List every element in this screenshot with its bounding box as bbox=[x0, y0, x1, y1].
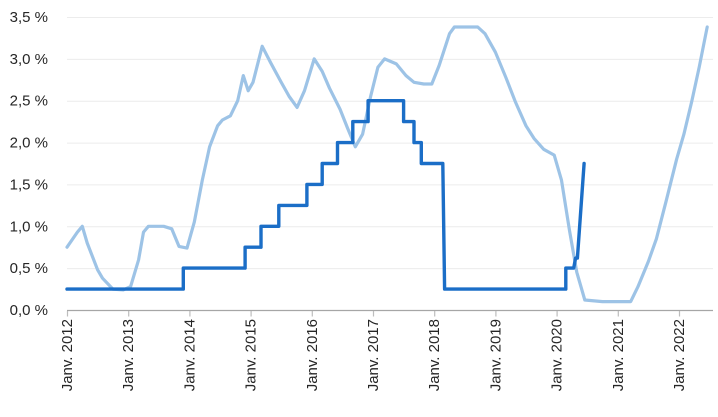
x-axis-tick-label: Janv. 2014 bbox=[181, 319, 198, 391]
x-axis-tick-label: Janv. 2022 bbox=[671, 319, 688, 391]
x-axis-tick-label: Janv. 2019 bbox=[487, 319, 504, 391]
x-axis-tick-label: Janv. 2020 bbox=[549, 319, 566, 391]
light-blue-rate-line bbox=[65, 25, 709, 304]
dark-blue-stepped-rate-line bbox=[65, 99, 586, 291]
y-axis-tick-label: 0,0 % bbox=[10, 302, 48, 319]
x-axis-tick-label: Janv. 2012 bbox=[59, 319, 76, 391]
y-axis-tick-label: 1,0 % bbox=[10, 218, 48, 235]
x-axis-tick-label: Janv. 2015 bbox=[243, 319, 260, 391]
x-axis-tick-label: Janv. 2021 bbox=[610, 319, 627, 391]
y-axis-tick-label: 2,0 % bbox=[10, 135, 48, 152]
y-axis-tick-label: 1,5 % bbox=[10, 176, 48, 193]
y-axis-tick-label: 3,0 % bbox=[10, 51, 48, 68]
y-axis-tick-label: 2,5 % bbox=[10, 93, 48, 110]
x-axis-tick-label: Janv. 2013 bbox=[120, 319, 137, 391]
y-axis-tick-label: 0,5 % bbox=[10, 260, 48, 277]
x-axis-tick-label: Janv. 2016 bbox=[304, 319, 321, 391]
x-axis-tick-label: Janv. 2017 bbox=[365, 319, 382, 391]
x-axis-tick-label: Janv. 2018 bbox=[426, 319, 443, 391]
y-axis-tick-label: 3,5 % bbox=[10, 9, 48, 26]
